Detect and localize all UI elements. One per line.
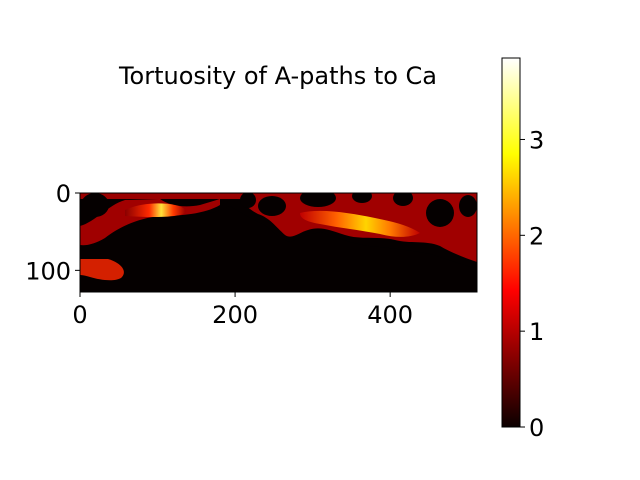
colorbar-tick-label: 1 bbox=[529, 318, 544, 346]
colorbar-tick-label: 2 bbox=[529, 222, 544, 250]
heatmap-hole-5 bbox=[393, 193, 413, 206]
heatmap-hole-8 bbox=[81, 193, 109, 217]
x-tick-label: 200 bbox=[212, 301, 258, 329]
heatmap-image bbox=[80, 193, 477, 292]
colorbar-tick-label: 3 bbox=[529, 126, 544, 154]
heatmap-hole-4 bbox=[352, 193, 372, 203]
x-axis: 0 200 400 bbox=[72, 292, 413, 329]
heatmap-band-right bbox=[300, 210, 420, 237]
y-tick-label: 0 bbox=[56, 180, 71, 208]
heatmap-hole-7 bbox=[459, 195, 477, 217]
colorbar-gradient bbox=[501, 57, 521, 428]
x-tick-label: 0 bbox=[72, 301, 87, 329]
heatmap-blob-lower-left-top bbox=[80, 259, 124, 281]
colorbar-ticks: 0 1 2 3 bbox=[520, 126, 544, 442]
heatmap-dark-body bbox=[80, 206, 477, 292]
heatmap-hole-2 bbox=[258, 196, 286, 216]
heatmap-frame bbox=[79, 192, 478, 293]
colorbar: 0 1 2 3 bbox=[501, 57, 544, 442]
y-tick-label: 100 bbox=[25, 257, 71, 285]
x-tick-label: 400 bbox=[367, 301, 413, 329]
colorbar-tick-label: 0 bbox=[529, 414, 544, 442]
heatmap-band-left bbox=[125, 203, 186, 217]
heatmap-hole-3 bbox=[300, 193, 336, 207]
chart-title: Tortuosity of A-paths to Ca bbox=[118, 62, 437, 90]
heatmap-hole-1 bbox=[240, 193, 256, 208]
y-axis: 0 100 bbox=[25, 180, 80, 285]
heatmap-hole-6 bbox=[426, 199, 454, 227]
